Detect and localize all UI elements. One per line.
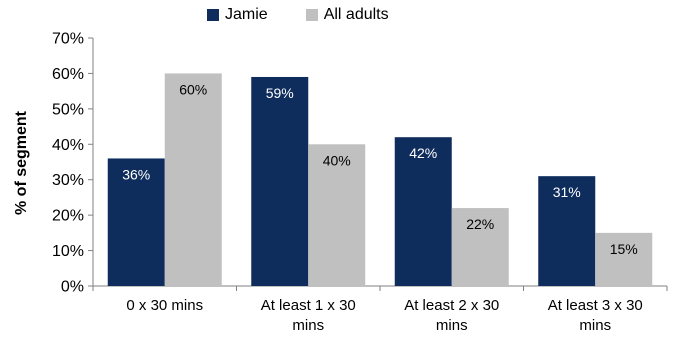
bar-jamie bbox=[251, 76, 309, 286]
x-tick-label: At least 2 x 30 bbox=[404, 297, 499, 314]
bar-all-adults bbox=[308, 144, 366, 286]
data-label: 42% bbox=[409, 145, 437, 161]
bar-all-adults bbox=[595, 232, 653, 286]
bar-jamie bbox=[394, 137, 452, 286]
data-label: 40% bbox=[323, 152, 351, 168]
x-tick-label: At least 3 x 30 bbox=[548, 297, 643, 314]
y-tick-label: 30% bbox=[52, 172, 84, 189]
legend-item-all-adults: All adults bbox=[305, 6, 389, 24]
y-tick-label: 40% bbox=[52, 137, 84, 154]
x-tick-label: mins bbox=[292, 317, 324, 334]
legend-label-all-adults: All adults bbox=[323, 6, 389, 23]
y-tick-label: 0% bbox=[61, 279, 84, 296]
legend-swatch-jamie bbox=[207, 9, 219, 21]
legend-label-jamie: Jamie bbox=[225, 6, 268, 23]
data-label: 15% bbox=[610, 241, 638, 257]
bar-jamie bbox=[538, 176, 596, 286]
y-tick-label: 10% bbox=[52, 243, 84, 260]
data-label: 22% bbox=[466, 216, 494, 232]
legend-item-jamie: Jamie bbox=[207, 6, 268, 24]
y-tick-label: 70% bbox=[52, 31, 84, 48]
data-label: 31% bbox=[553, 184, 581, 200]
x-tick-label: mins bbox=[436, 317, 468, 334]
bar-jamie bbox=[107, 158, 165, 286]
data-label: 60% bbox=[179, 81, 207, 97]
data-label: 59% bbox=[266, 85, 294, 101]
bar-all-adults bbox=[451, 208, 509, 286]
data-label: 36% bbox=[122, 166, 150, 182]
x-tick-label: 0 x 30 mins bbox=[126, 297, 203, 314]
x-tick-label: At least 1 x 30 bbox=[261, 297, 356, 314]
chart-legend: Jamie All adults bbox=[207, 6, 427, 24]
y-tick-label: 20% bbox=[52, 208, 84, 225]
x-tick-label: mins bbox=[579, 317, 611, 334]
y-tick-label: 60% bbox=[52, 66, 84, 83]
y-axis-title: % of segment bbox=[13, 110, 30, 215]
legend-swatch-all-adults bbox=[305, 9, 318, 21]
y-tick-label: 50% bbox=[52, 101, 84, 118]
bar-all-adults bbox=[164, 73, 222, 286]
